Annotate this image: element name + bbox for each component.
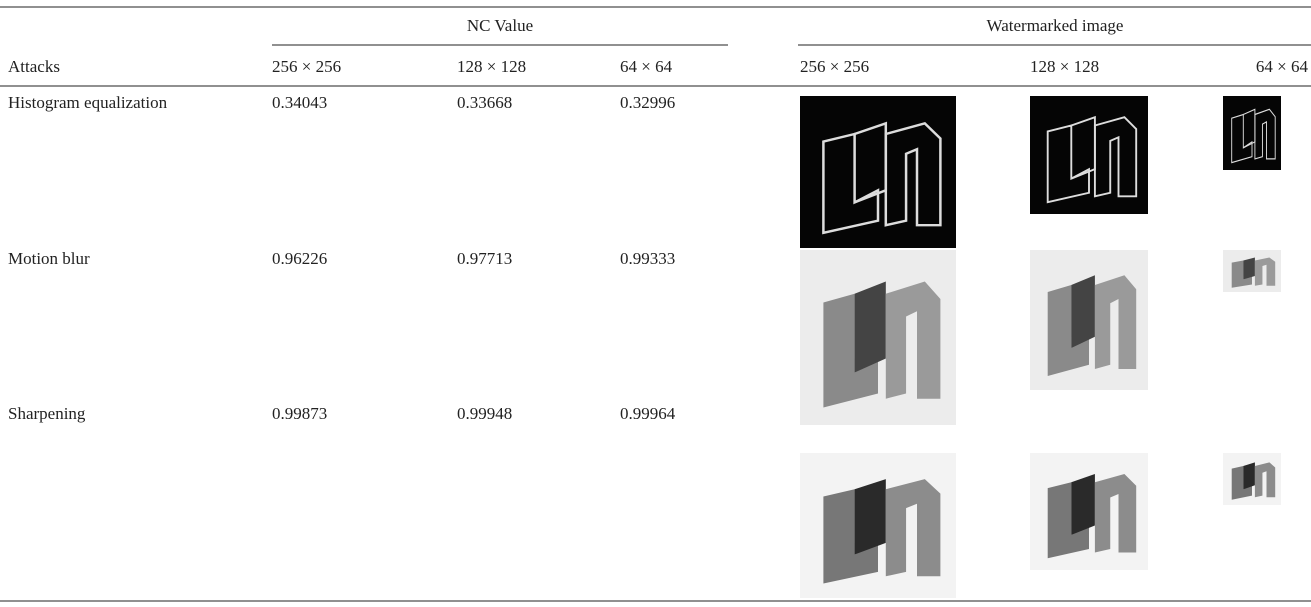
watermark-image: [1030, 96, 1148, 214]
watermark-image: [1223, 96, 1281, 170]
nc-value: 0.99948: [457, 404, 512, 423]
column-header: 256 × 256: [800, 57, 869, 76]
nc-value: 0.97713: [457, 249, 512, 268]
watermark-image: [1223, 250, 1281, 292]
watermark-image: [1030, 250, 1148, 390]
nc-value: 0.99333: [620, 249, 675, 268]
attack-name: Histogram equalization: [8, 93, 168, 112]
column-header: 256 × 256: [272, 57, 341, 76]
watermark-image: [1030, 453, 1148, 570]
nc-value: 0.33668: [457, 93, 512, 112]
watermark-image: [800, 453, 956, 598]
watermark-image: [800, 250, 956, 425]
nc-value: 0.96226: [272, 249, 327, 268]
column-header: 128 × 128: [457, 57, 526, 76]
nc-value: 0.99964: [620, 404, 676, 423]
column-header: 64 × 64: [1256, 57, 1309, 76]
column-group: NC Value: [467, 16, 533, 35]
column-header: 128 × 128: [1030, 57, 1099, 76]
watermark-image: [800, 96, 956, 248]
table: NC Value Watermarked image Attacks 256 ×…: [0, 0, 1311, 607]
column-group: Watermarked image: [987, 16, 1124, 35]
column-header: 64 × 64: [620, 57, 673, 76]
nc-value: 0.34043: [272, 93, 327, 112]
row: Histogram equalization 0.34043 0.33668 0…: [8, 93, 1281, 248]
row: Sharpening 0.99873 0.99948 0.99964: [8, 404, 1281, 598]
watermark-image: [1223, 453, 1281, 505]
attack-name: Motion blur: [8, 249, 90, 268]
nc-value: 0.99873: [272, 404, 327, 423]
attack-name: Sharpening: [8, 404, 86, 423]
row: Motion blur 0.96226 0.97713 0.99333: [8, 249, 1281, 425]
nc-value: 0.32996: [620, 93, 675, 112]
column-header: Attacks: [8, 57, 60, 76]
